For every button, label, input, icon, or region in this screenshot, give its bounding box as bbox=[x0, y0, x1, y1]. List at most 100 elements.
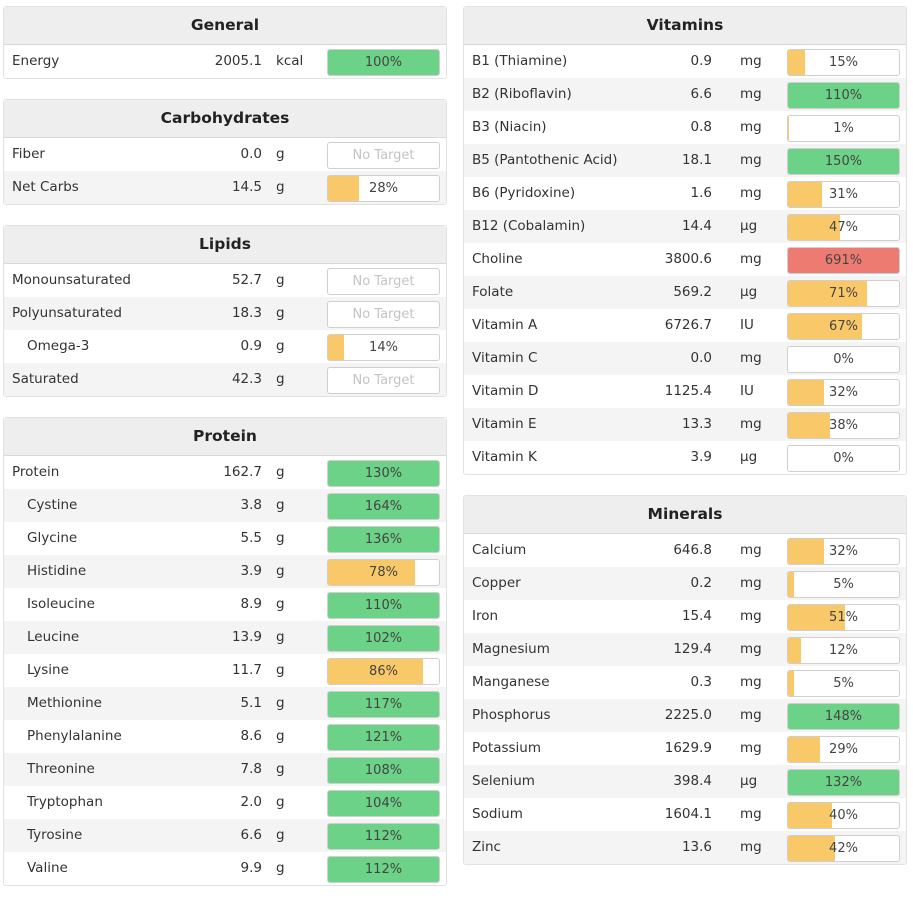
nutrient-row: Histidine 3.9 g 78% bbox=[4, 555, 446, 588]
nutrient-name: Choline bbox=[472, 251, 523, 267]
nutrient-amount: 6.6 bbox=[240, 827, 262, 843]
progress-fill bbox=[788, 539, 824, 564]
progress-fill bbox=[788, 149, 899, 174]
progress-label: 42% bbox=[829, 841, 858, 856]
progress-label: 31% bbox=[829, 187, 858, 202]
progress-label: 1% bbox=[833, 121, 854, 136]
nutrient-name: B2 (Riboflavin) bbox=[472, 86, 572, 102]
progress-label: 32% bbox=[829, 544, 858, 559]
nutrient-amount: 9.9 bbox=[240, 860, 262, 876]
progress-fill bbox=[328, 758, 439, 783]
target-progress-bar: 110% bbox=[327, 592, 440, 619]
target-progress-bar: 40% bbox=[787, 802, 900, 829]
panel-title: Minerals bbox=[464, 496, 906, 534]
progress-label: 78% bbox=[369, 565, 398, 580]
nutrient-name: Threonine bbox=[27, 761, 95, 777]
target-progress-bar: 130% bbox=[327, 460, 440, 487]
target-progress-bar: 121% bbox=[327, 724, 440, 751]
target-progress-bar: 71% bbox=[787, 280, 900, 307]
nutrient-name: Saturated bbox=[12, 371, 79, 387]
nutrient-row: Valine 9.9 g 112% bbox=[4, 852, 446, 885]
nutrient-row: Iron 15.4 mg 51% bbox=[464, 600, 906, 633]
progress-label: No Target bbox=[352, 148, 415, 163]
nutrient-name: Glycine bbox=[27, 530, 78, 546]
nutrient-amount: 2225.0 bbox=[664, 707, 712, 723]
nutrient-unit: g bbox=[276, 305, 285, 321]
target-progress-bar: 104% bbox=[327, 790, 440, 817]
carbohydrates-panel: Carbohydrates Fiber 0.0 g No Target Net Carbs… bbox=[3, 99, 447, 205]
nutrient-row: B12 (Cobalamin) 14.4 µg 47% bbox=[464, 210, 906, 243]
nutrient-name: Lysine bbox=[27, 662, 69, 678]
nutrient-name: Cystine bbox=[27, 497, 78, 513]
nutrient-amount: 1604.1 bbox=[664, 806, 712, 822]
target-progress-bar: 31% bbox=[787, 181, 900, 208]
progress-label: 28% bbox=[369, 181, 398, 196]
progress-fill bbox=[788, 704, 899, 729]
nutrient-unit: µg bbox=[740, 449, 758, 465]
nutrient-amount: 6726.7 bbox=[664, 317, 712, 333]
nutrient-unit: mg bbox=[740, 839, 762, 855]
target-progress-bar: 78% bbox=[327, 559, 440, 586]
nutrient-row: B3 (Niacin) 0.8 mg 1% bbox=[464, 111, 906, 144]
progress-label: 132% bbox=[824, 775, 863, 790]
target-progress-bar: 108% bbox=[327, 757, 440, 784]
panel-title: Protein bbox=[4, 418, 446, 456]
progress-label: 164% bbox=[364, 499, 403, 514]
progress-fill bbox=[328, 659, 424, 684]
nutrient-unit: g bbox=[276, 596, 285, 612]
target-progress-bar: 51% bbox=[787, 604, 900, 631]
nutrient-unit: mg bbox=[740, 251, 762, 267]
nutrient-name: Magnesium bbox=[472, 641, 550, 657]
nutrient-unit: mg bbox=[740, 641, 762, 657]
panel-title: Vitamins bbox=[464, 7, 906, 45]
nutrient-unit: g bbox=[276, 563, 285, 579]
progress-fill bbox=[788, 605, 845, 630]
nutrient-amount: 646.8 bbox=[673, 542, 712, 558]
nutrient-unit: mg bbox=[740, 608, 762, 624]
nutrient-row: Cystine 3.8 g 164% bbox=[4, 489, 446, 522]
target-progress-bar: No Target bbox=[327, 268, 440, 295]
progress-label: 117% bbox=[364, 697, 403, 712]
target-progress-bar: 32% bbox=[787, 379, 900, 406]
progress-label: 51% bbox=[829, 610, 858, 625]
nutrient-unit: mg bbox=[740, 119, 762, 135]
nutrient-row: Polyunsaturated 18.3 g No Target bbox=[4, 297, 446, 330]
nutrient-amount: 1629.9 bbox=[664, 740, 712, 756]
progress-fill bbox=[328, 692, 439, 717]
nutrient-name: Monounsaturated bbox=[12, 272, 131, 288]
target-progress-bar: 42% bbox=[787, 835, 900, 862]
nutrient-amount: 8.9 bbox=[240, 596, 262, 612]
nutrient-unit: g bbox=[276, 146, 285, 162]
progress-fill bbox=[788, 638, 802, 663]
nutrient-row: Isoleucine 8.9 g 110% bbox=[4, 588, 446, 621]
target-progress-bar: 148% bbox=[787, 703, 900, 730]
lipids-panel: Lipids Monounsaturated 52.7 g No Target Polyu… bbox=[3, 225, 447, 397]
target-progress-bar: 5% bbox=[787, 670, 900, 697]
nutrient-amount: 11.7 bbox=[231, 662, 262, 678]
progress-label: 108% bbox=[364, 763, 403, 778]
target-progress-bar: 32% bbox=[787, 538, 900, 565]
nutrient-amount: 3800.6 bbox=[664, 251, 712, 267]
nutrient-name: Protein bbox=[12, 464, 60, 480]
nutrient-row: Folate 569.2 µg 71% bbox=[464, 276, 906, 309]
nutrient-unit: µg bbox=[740, 218, 758, 234]
progress-fill bbox=[328, 176, 360, 201]
progress-label: 110% bbox=[824, 88, 863, 103]
nutrient-unit: g bbox=[276, 530, 285, 546]
nutrient-row: Manganese 0.3 mg 5% bbox=[464, 666, 906, 699]
nutrient-unit: mg bbox=[740, 575, 762, 591]
target-progress-bar: 100% bbox=[327, 49, 440, 76]
nutrient-amount: 5.5 bbox=[240, 530, 262, 546]
progress-label: 102% bbox=[364, 631, 403, 646]
left-column: General Energy 2005.1 kcal 100% Carbohydrates… bbox=[3, 6, 447, 906]
nutrient-unit: mg bbox=[740, 152, 762, 168]
nutrient-unit: g bbox=[276, 761, 285, 777]
nutrient-unit: g bbox=[276, 827, 285, 843]
nutrient-name: Sodium bbox=[472, 806, 523, 822]
nutrient-amount: 129.4 bbox=[673, 641, 712, 657]
nutrient-unit: mg bbox=[740, 416, 762, 432]
nutrient-amount: 13.6 bbox=[681, 839, 712, 855]
progress-label: No Target bbox=[352, 274, 415, 289]
progress-label: 32% bbox=[829, 385, 858, 400]
progress-label: 71% bbox=[829, 286, 858, 301]
